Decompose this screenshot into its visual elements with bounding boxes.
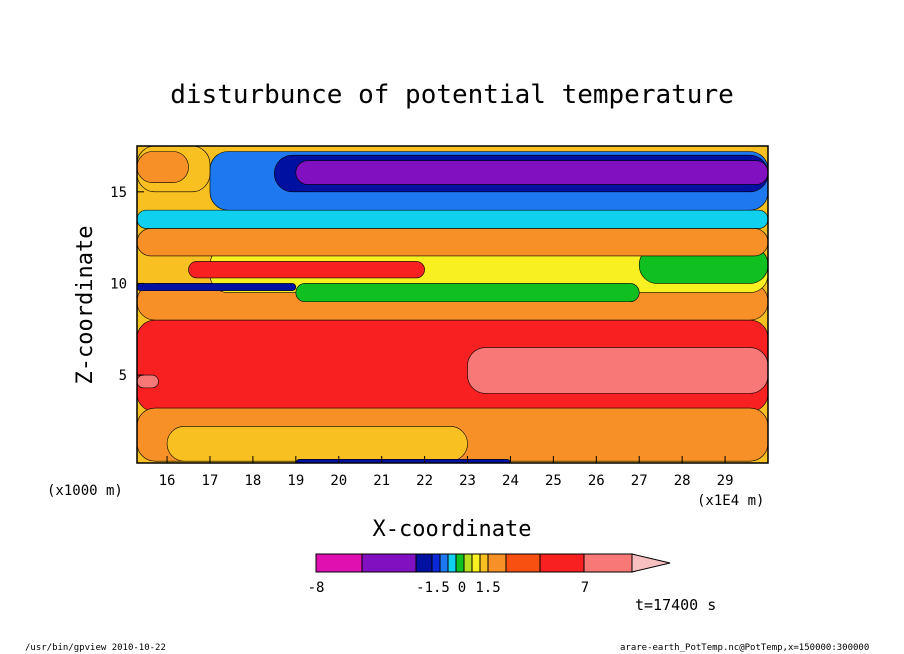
colorbar-segment [487, 553, 507, 573]
colorbar-segment [631, 553, 671, 573]
x-tick-label: 20 [330, 473, 347, 489]
x-axis-label: X-coordinate [373, 517, 532, 542]
x-tick-label: 28 [674, 473, 691, 489]
heatmap-region [467, 347, 768, 394]
colorbar-tick-label: 7 [581, 580, 589, 596]
colorbar-tick-label: -1.5 [416, 580, 450, 596]
colorbar: -8 -1.5 0 1.5 7 [308, 553, 671, 596]
x-axis-unit-left: (x1000 m) [47, 483, 123, 499]
x-tick-label: 21 [373, 473, 390, 489]
x-axis-unit-right: (x1E4 m) [697, 493, 764, 509]
heatmap-region [137, 228, 768, 257]
colorbar-segment [479, 553, 489, 573]
colorbar-segment [471, 553, 481, 573]
x-tick-label: 24 [502, 473, 519, 489]
heatmap-region [188, 261, 425, 279]
y-tick-label: 5 [119, 368, 127, 384]
footer-left: /usr/bin/gpview 2010-10-22 [25, 643, 166, 653]
x-axis: 16 17 18 19 20 21 22 23 24 25 26 27 28 29 [159, 456, 734, 489]
colorbar-segment [315, 553, 363, 573]
y-axis: 5 10 15 [110, 185, 144, 384]
plot-frame [136, 145, 769, 464]
heatmap-region [295, 160, 768, 185]
colorbar-tick-label: 0 [458, 580, 466, 596]
x-tick-label: 18 [244, 473, 261, 489]
chart-title: disturbunce of potential temperature [170, 80, 734, 110]
x-tick-label: 29 [717, 473, 734, 489]
heatmap-region [137, 374, 159, 389]
heatmap-region [137, 209, 768, 229]
colorbar-tick-label: -8 [308, 580, 325, 596]
heatmap-region [295, 459, 511, 463]
y-tick-label: 15 [110, 185, 127, 201]
colorbar-segment [415, 553, 433, 573]
x-tick-label: 23 [459, 473, 476, 489]
colorbar-segment [447, 553, 457, 573]
heatmap-region [166, 426, 468, 462]
x-tick-label: 26 [588, 473, 605, 489]
colorbar-segment [539, 553, 585, 573]
colorbar-segment [455, 553, 465, 573]
colorbar-segment [431, 553, 441, 573]
colorbar-segment [463, 553, 473, 573]
x-tick-label: 19 [287, 473, 304, 489]
colorbar-segment [361, 553, 417, 573]
colorbar-segment [505, 553, 541, 573]
heatmap-field [137, 146, 768, 463]
heatmap-region [295, 283, 640, 303]
x-tick-label: 17 [202, 473, 219, 489]
heatmap-region [137, 151, 189, 183]
colorbar-segment [583, 553, 633, 573]
heatmap-region [137, 283, 297, 292]
time-annotation: t=17400 s [635, 596, 716, 614]
x-tick-label: 22 [416, 473, 433, 489]
colorbar-tick-label: 1.5 [475, 580, 500, 596]
y-axis-label: Z-coordinate [73, 226, 98, 385]
y-tick-label: 10 [110, 276, 127, 292]
footer-right: arare-earth_PotTemp.nc@PotTemp,x=150000:… [620, 643, 869, 653]
x-tick-label: 16 [159, 473, 176, 489]
x-tick-label: 25 [545, 473, 562, 489]
x-tick-label: 27 [631, 473, 648, 489]
colorbar-segment [439, 553, 449, 573]
